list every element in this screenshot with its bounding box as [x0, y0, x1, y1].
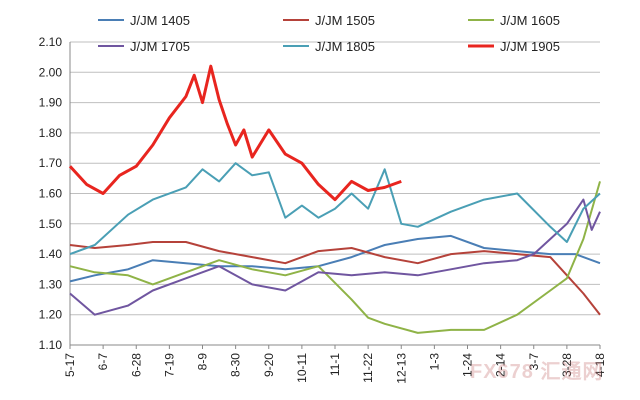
x-tick-label: 12-13: [394, 353, 408, 384]
series-line-j-jm-1605: [69, 181, 601, 334]
y-tick-label: 2.00: [39, 65, 63, 79]
series-line-j-jm-1705: [69, 198, 601, 316]
y-tick-label: 1.40: [39, 247, 63, 261]
x-tick-label: 2-14: [494, 353, 508, 377]
y-tick-label: 1.30: [39, 277, 63, 291]
legend-label: J/JM 1905: [500, 39, 560, 54]
legend-label: J/JM 1405: [130, 13, 190, 28]
x-tick-label: 9-20: [262, 353, 276, 377]
y-tick-label: 2.10: [39, 35, 63, 49]
y-tick-label: 1.20: [39, 308, 63, 322]
grid-lines: [70, 41, 600, 346]
x-tick-label: 1-24: [461, 353, 475, 377]
y-tick-label: 1.50: [39, 217, 63, 231]
series-lines: [68, 64, 601, 334]
watermark-logo: FX678 汇通网: [470, 361, 604, 383]
x-tick-label: 11-22: [361, 353, 375, 383]
series-line-j-jm-1905: [68, 64, 402, 202]
x-tick-label: 1-3: [427, 353, 441, 371]
series-line-j-jm-1405: [69, 234, 601, 283]
x-tick-label: 7-19: [162, 353, 176, 377]
x-tick-label: 8-9: [196, 353, 210, 371]
legend-label: J/JM 1805: [315, 39, 375, 54]
y-tick-label: 1.60: [39, 187, 63, 201]
x-tick-label: 5-17: [63, 353, 77, 377]
series-line-j-jm-1505: [69, 241, 601, 316]
legend-label: J/JM 1705: [130, 39, 190, 54]
x-tick-label: 3-7: [527, 353, 541, 371]
x-tick-label: 8-30: [229, 353, 243, 377]
x-tick-label: 10-11: [295, 353, 309, 383]
y-tick-label: 1.80: [39, 126, 63, 140]
y-tick-label: 1.70: [39, 156, 63, 170]
y-axis: 1.10 1.20 1.30 1.40 1.50 1.60 1.70 1.80 1.90 2.00…: [39, 35, 71, 352]
y-tick-label: 1.90: [39, 96, 63, 110]
legend-label: J/JM 1505: [315, 13, 375, 28]
x-tick-label: 6-28: [129, 353, 143, 377]
x-tick-label: 3-28: [560, 353, 574, 377]
x-tick-label: 6-7: [96, 353, 110, 371]
series-line-j-jm-1805: [69, 162, 601, 256]
x-tick-label: 11-1: [328, 353, 342, 376]
x-axis: 5-17 6-7 6-28 7-19 8-9 8-30 9-20 10-11 11-1 11-22…: [63, 344, 607, 384]
y-tick-label: 1.10: [39, 338, 63, 352]
legend: J/JM 1405 J/JM 1505 J/JM 1605 J/JM 1705 J/JM…: [98, 13, 560, 54]
legend-label: J/JM 1605: [500, 13, 560, 28]
x-tick-label: 4-18: [593, 353, 607, 377]
